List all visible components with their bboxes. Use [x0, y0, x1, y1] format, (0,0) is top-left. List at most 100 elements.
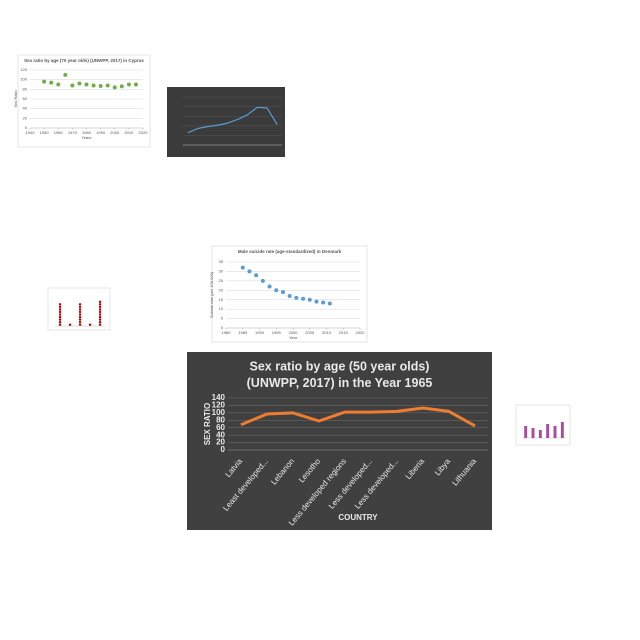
- point: [294, 295, 299, 300]
- x-tick-label: 1985: [238, 330, 248, 335]
- point: [287, 293, 292, 298]
- y-axis-label: Suicide rate (per 100,000): [209, 271, 214, 318]
- dot: [58, 308, 62, 311]
- y-tick-label: 35: [219, 259, 224, 264]
- point: [280, 290, 285, 295]
- dot: [98, 323, 102, 326]
- chart-title: Sex ratio by age (50 year olds): [250, 359, 430, 373]
- y-tick-label: 100: [20, 77, 27, 82]
- x-tick-label: 2010: [322, 330, 332, 335]
- chart: Sex ratio by age (50 year olds) (UNWPP, 2…: [187, 352, 492, 530]
- bar: [524, 426, 528, 438]
- bar: [560, 422, 564, 438]
- point: [42, 79, 47, 84]
- y-tick-label: 0: [221, 445, 226, 454]
- x-tick-label: 2005: [305, 330, 315, 335]
- y-tick-label: 5: [221, 316, 224, 321]
- dot: [78, 308, 82, 311]
- y-tick-label: 120: [212, 401, 226, 410]
- point: [119, 84, 124, 89]
- chart-title: Male suicide rate (age-standardized) in …: [238, 249, 342, 254]
- point: [126, 82, 131, 87]
- dot: [78, 313, 82, 316]
- point: [112, 85, 117, 90]
- dot: [98, 305, 102, 309]
- dot: [78, 303, 82, 306]
- chart: Sex ratio by age (70 year olds) (UNWPP, …: [13, 54, 151, 148]
- dot: [98, 318, 102, 321]
- chart-title: (UNWPP, 2017) in the Year 1965: [247, 376, 433, 390]
- dot: [78, 323, 82, 326]
- point: [105, 83, 110, 88]
- x-axis-label: Year: [289, 335, 298, 340]
- dot: [98, 315, 102, 319]
- x-axis-label: COUNTRY: [338, 513, 378, 522]
- y-tick-label: 60: [23, 96, 28, 101]
- y-tick-label: 20: [219, 287, 224, 292]
- dot: [78, 315, 82, 319]
- dot-column: [78, 303, 82, 326]
- dot: [58, 315, 62, 319]
- point: [91, 83, 96, 88]
- dot: [88, 323, 92, 326]
- dot: [98, 310, 102, 314]
- dot: [98, 313, 102, 316]
- x-tick-label: 2000: [110, 130, 120, 135]
- dot: [98, 300, 102, 304]
- y-tick-label: 80: [216, 415, 225, 424]
- chart: Male suicide rate (age-standardized) in …: [209, 245, 368, 343]
- dot: [78, 305, 82, 309]
- y-tick-label: 40: [216, 430, 225, 439]
- dot: [98, 303, 102, 306]
- y-tick-label: 100: [212, 408, 226, 417]
- point: [321, 300, 326, 305]
- point: [301, 296, 306, 301]
- x-tick-label: 1960: [54, 130, 64, 135]
- y-tick-label: 80: [23, 86, 28, 91]
- y-axis-label: SEX RATIO: [203, 403, 212, 446]
- y-tick-label: 20: [216, 438, 225, 447]
- dot: [98, 320, 102, 324]
- x-tick-label: 1990: [96, 130, 106, 135]
- dot: [58, 303, 62, 306]
- y-tick-label: 30: [219, 268, 224, 273]
- point: [240, 265, 245, 270]
- point: [247, 269, 252, 274]
- x-tick-label: 1990: [255, 330, 265, 335]
- x-tick-label: 1970: [68, 130, 78, 135]
- y-tick-label: 20: [23, 115, 28, 120]
- y-tick-label: 120: [20, 67, 27, 72]
- bar: [538, 430, 542, 438]
- x-axis-label: Years: [81, 135, 91, 140]
- y-tick-label: 60: [216, 423, 225, 432]
- dot: [58, 320, 62, 324]
- y-tick-label: 10: [219, 306, 224, 311]
- line: [240, 406, 476, 428]
- point: [56, 82, 61, 87]
- point: [77, 81, 82, 86]
- point: [98, 83, 103, 88]
- point: [260, 278, 265, 283]
- point: [49, 80, 54, 85]
- y-tick-label: 0: [25, 125, 28, 130]
- point: [84, 82, 89, 87]
- y-tick-label: 15: [219, 297, 224, 302]
- y-tick-label: 25: [219, 278, 224, 283]
- dot: [78, 310, 82, 314]
- dot: [98, 308, 102, 311]
- x-tick-label: 1980: [222, 330, 232, 335]
- y-axis-label: Sex Ratio: [13, 90, 18, 108]
- dot: [78, 320, 82, 324]
- x-tick-label: 1940: [26, 130, 36, 135]
- y-tick-label: 0: [221, 325, 224, 330]
- dot: [58, 313, 62, 316]
- chart: [515, 404, 571, 446]
- y-tick-label: 140: [212, 393, 226, 402]
- x-tick-label: 2000: [289, 330, 299, 335]
- dot-column: [88, 323, 92, 326]
- dot-column: [58, 303, 62, 326]
- x-tick-label: 1950: [40, 130, 50, 135]
- point: [267, 284, 272, 289]
